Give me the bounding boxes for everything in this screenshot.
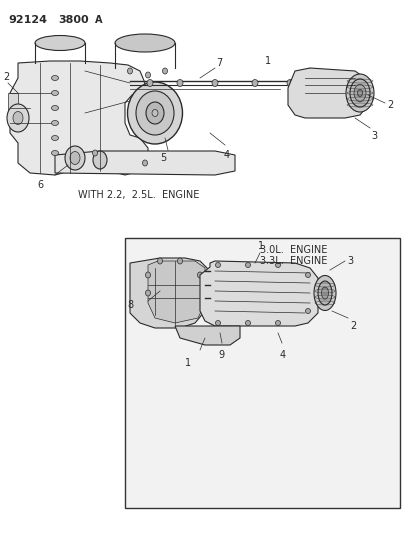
Ellipse shape — [198, 272, 202, 278]
Ellipse shape — [350, 79, 370, 107]
Ellipse shape — [275, 262, 281, 268]
Ellipse shape — [13, 111, 23, 125]
Text: 3.0L.  ENGINE: 3.0L. ENGINE — [260, 245, 327, 255]
Ellipse shape — [51, 106, 58, 110]
Text: 3.3L.  ENGINE: 3.3L. ENGINE — [260, 256, 327, 266]
Ellipse shape — [128, 82, 183, 144]
FancyBboxPatch shape — [125, 238, 400, 508]
Polygon shape — [288, 68, 370, 118]
Ellipse shape — [158, 258, 162, 264]
Text: 1: 1 — [258, 241, 264, 251]
Ellipse shape — [162, 68, 168, 74]
Text: 3: 3 — [347, 256, 353, 266]
Text: 2: 2 — [3, 72, 9, 82]
Ellipse shape — [93, 151, 107, 169]
Ellipse shape — [245, 320, 251, 326]
Ellipse shape — [143, 160, 147, 166]
Text: 1: 1 — [185, 358, 191, 368]
Text: 6: 6 — [37, 180, 43, 190]
Text: 92124: 92124 — [8, 15, 47, 25]
Ellipse shape — [177, 258, 183, 264]
Ellipse shape — [252, 79, 258, 86]
Text: 9: 9 — [218, 350, 224, 360]
Ellipse shape — [145, 290, 151, 296]
Ellipse shape — [65, 146, 85, 170]
Ellipse shape — [7, 104, 29, 132]
Ellipse shape — [318, 281, 332, 305]
Ellipse shape — [51, 120, 58, 125]
Ellipse shape — [128, 68, 132, 74]
Ellipse shape — [177, 79, 183, 86]
Ellipse shape — [212, 79, 218, 86]
Ellipse shape — [147, 79, 153, 86]
Polygon shape — [130, 258, 210, 328]
Ellipse shape — [70, 151, 80, 165]
Ellipse shape — [305, 272, 311, 278]
Ellipse shape — [136, 91, 174, 135]
Ellipse shape — [51, 91, 58, 95]
Text: 8: 8 — [127, 300, 133, 310]
Text: 2: 2 — [387, 100, 393, 110]
Ellipse shape — [358, 90, 362, 96]
Text: 3800: 3800 — [58, 15, 89, 25]
Polygon shape — [148, 261, 205, 323]
Ellipse shape — [145, 72, 151, 78]
Text: A: A — [95, 15, 102, 25]
Ellipse shape — [314, 276, 336, 311]
Ellipse shape — [346, 74, 374, 112]
Polygon shape — [175, 326, 240, 345]
Ellipse shape — [51, 76, 58, 80]
Ellipse shape — [287, 79, 293, 86]
Ellipse shape — [354, 85, 366, 101]
Ellipse shape — [215, 262, 220, 268]
Ellipse shape — [146, 102, 164, 124]
Polygon shape — [200, 261, 318, 326]
Text: 7: 7 — [216, 58, 222, 68]
Ellipse shape — [215, 320, 220, 326]
Text: 5: 5 — [160, 153, 166, 163]
Text: 1: 1 — [265, 56, 271, 66]
Ellipse shape — [152, 109, 158, 117]
Ellipse shape — [35, 36, 85, 51]
Ellipse shape — [275, 320, 281, 326]
Text: 4: 4 — [280, 350, 286, 360]
Ellipse shape — [51, 150, 58, 156]
Ellipse shape — [305, 309, 311, 313]
Polygon shape — [55, 151, 235, 175]
Ellipse shape — [51, 135, 58, 141]
Ellipse shape — [245, 262, 251, 268]
Text: 3: 3 — [371, 131, 377, 141]
Ellipse shape — [145, 272, 151, 278]
Polygon shape — [10, 61, 148, 175]
Text: 2: 2 — [350, 321, 356, 331]
Text: 4: 4 — [224, 150, 230, 160]
Ellipse shape — [92, 150, 98, 156]
Text: WITH 2.2,  2.5L.  ENGINE: WITH 2.2, 2.5L. ENGINE — [78, 190, 199, 200]
Ellipse shape — [115, 34, 175, 52]
Polygon shape — [8, 93, 18, 123]
Ellipse shape — [322, 287, 328, 299]
